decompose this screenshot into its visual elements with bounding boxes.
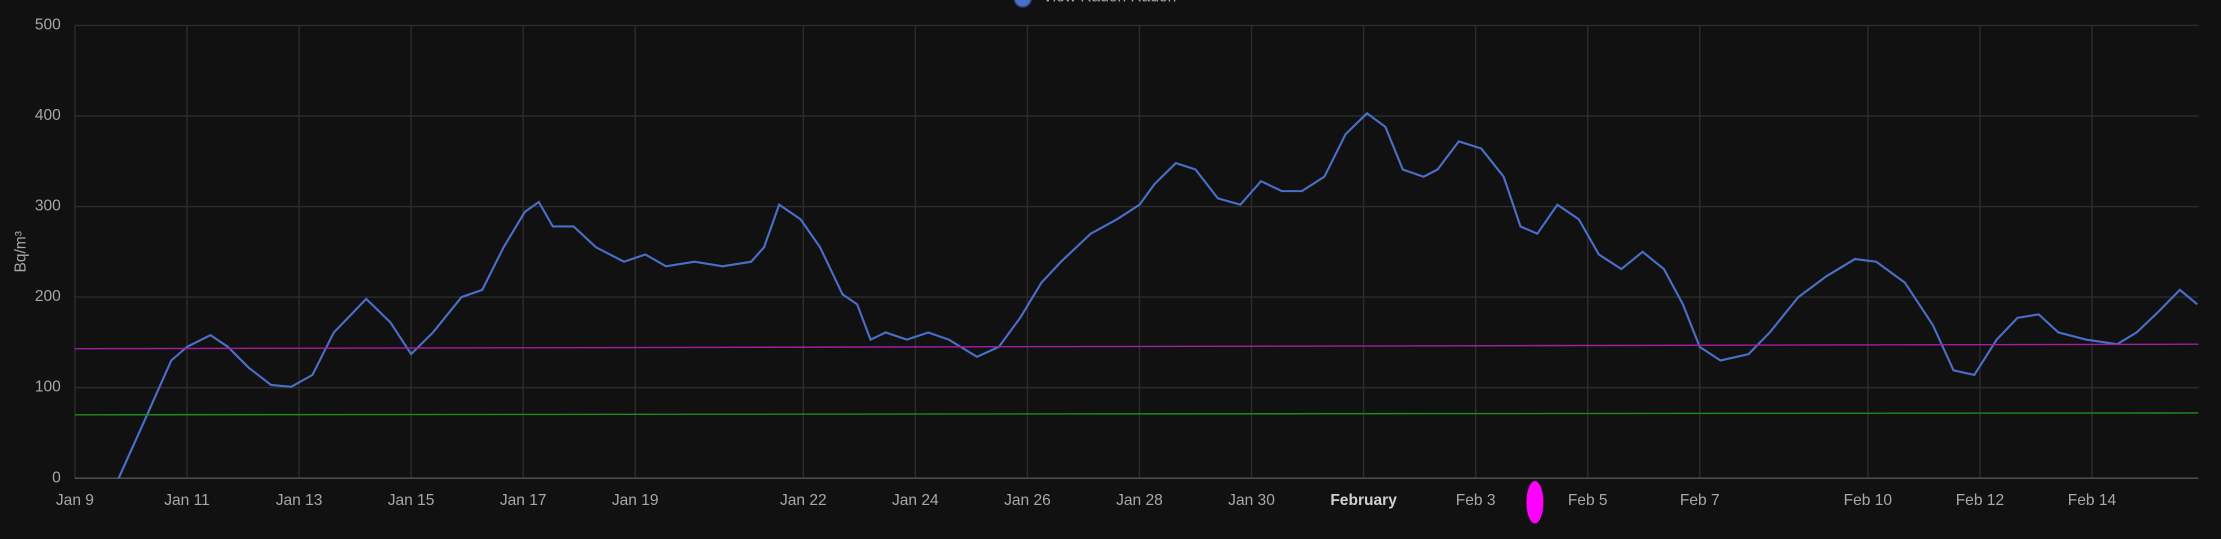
- y-tick-label: 200: [35, 288, 61, 305]
- x-tick-label: Feb 7: [1680, 492, 1720, 509]
- x-tick-label: Feb 12: [1956, 492, 2004, 509]
- x-tick-label: Jan 11: [164, 492, 210, 509]
- x-tick-label: Feb 14: [2068, 492, 2117, 509]
- x-tick-label: Feb 5: [1568, 492, 1608, 509]
- x-tick-label: Jan 17: [500, 492, 547, 509]
- x-tick-label: Feb 3: [1456, 492, 1496, 509]
- data-line: [74, 343, 2199, 350]
- x-tick-label: Jan 28: [1116, 492, 1163, 509]
- x-tick-label: Jan 26: [1004, 492, 1051, 509]
- legend-marker: [1013, 0, 1032, 8]
- data-line: [74, 412, 2199, 416]
- y-tick-label: 0: [52, 469, 61, 486]
- x-tick-label: Jan 22: [780, 492, 827, 509]
- x-tick-label: Jan 9: [56, 492, 94, 509]
- y-tick-label: 400: [35, 107, 61, 124]
- x-tick-label: Feb 10: [1844, 492, 1893, 509]
- data-line: [117, 111, 2198, 479]
- legend-label: View Radon Radon: [1043, 0, 1177, 5]
- x-tick-label: Jan 24: [892, 492, 939, 509]
- x-tick-label: Jan 19: [612, 492, 659, 509]
- redaction-mark: [1526, 480, 1544, 524]
- y-tick-label: 500: [35, 17, 61, 34]
- y-tick-label: 100: [35, 379, 61, 396]
- y-axis-label: Bq/m³: [12, 231, 29, 272]
- y-tick-label: 300: [35, 198, 61, 215]
- x-tick-label: February: [1330, 492, 1397, 509]
- x-tick-label: Jan 13: [276, 492, 323, 509]
- x-tick-label: Jan 30: [1228, 492, 1275, 509]
- x-tick-label: Jan 15: [388, 492, 435, 509]
